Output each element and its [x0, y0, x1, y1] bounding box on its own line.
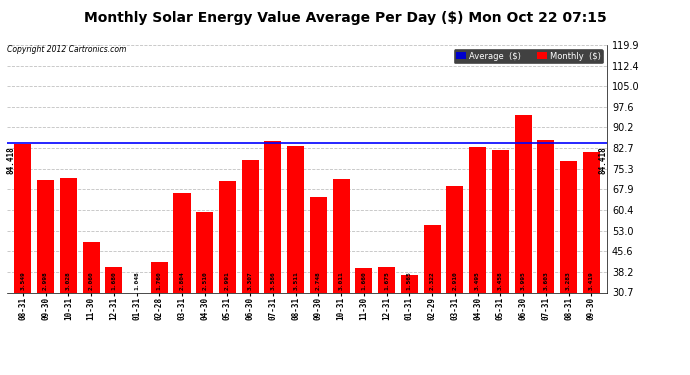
Bar [401, 274, 418, 292]
Text: 3.603: 3.603 [543, 271, 549, 290]
Bar [560, 161, 577, 292]
Bar [219, 181, 236, 292]
Text: 1.048: 1.048 [134, 271, 139, 290]
Bar [83, 242, 99, 292]
Bar [469, 147, 486, 292]
Bar [150, 262, 168, 292]
Bar [37, 180, 54, 292]
Text: 3.495: 3.495 [475, 271, 480, 290]
Bar [378, 267, 395, 292]
Bar [128, 292, 145, 309]
Text: 3.586: 3.586 [270, 271, 275, 290]
Text: Monthly Solar Energy Value Average Per Day ($) Mon Oct 22 07:15: Monthly Solar Energy Value Average Per D… [83, 11, 607, 25]
Bar [310, 196, 327, 292]
Text: 2.060: 2.060 [88, 271, 94, 290]
Text: 2.998: 2.998 [43, 271, 48, 290]
Text: 84.418: 84.418 [598, 146, 607, 174]
Bar [196, 212, 213, 292]
Text: 2.322: 2.322 [430, 271, 435, 290]
Text: 3.011: 3.011 [339, 271, 344, 290]
Bar [538, 140, 554, 292]
Bar [515, 114, 531, 292]
Bar [60, 178, 77, 292]
Text: 3.419: 3.419 [589, 271, 594, 290]
Text: 3.458: 3.458 [497, 271, 503, 290]
Text: 1.680: 1.680 [111, 271, 117, 290]
Text: 3.511: 3.511 [293, 271, 298, 290]
Text: 2.804: 2.804 [179, 271, 184, 290]
Text: 1.760: 1.760 [157, 271, 161, 290]
Text: 1.675: 1.675 [384, 271, 389, 290]
Text: 3.995: 3.995 [520, 271, 526, 290]
Bar [424, 225, 441, 292]
Bar [333, 179, 350, 292]
Bar [492, 150, 509, 292]
Bar [173, 193, 190, 292]
Bar [287, 146, 304, 292]
Text: 1.660: 1.660 [362, 271, 366, 290]
Text: Copyright 2012 Cartronics.com: Copyright 2012 Cartronics.com [7, 45, 126, 54]
Text: 3.307: 3.307 [248, 271, 253, 290]
Text: 2.910: 2.910 [453, 271, 457, 290]
Text: 2.748: 2.748 [316, 271, 321, 290]
Bar [14, 144, 31, 292]
Bar [583, 152, 600, 292]
Bar [106, 267, 122, 292]
Text: 3.028: 3.028 [66, 271, 71, 290]
Bar [241, 160, 259, 292]
Text: 2.991: 2.991 [225, 271, 230, 290]
Bar [264, 141, 282, 292]
Legend: Average  ($), Monthly  ($): Average ($), Monthly ($) [453, 49, 603, 63]
Text: 3.549: 3.549 [20, 271, 26, 290]
Bar [446, 186, 464, 292]
Text: 1.565: 1.565 [407, 271, 412, 290]
Text: 84.418: 84.418 [7, 146, 16, 174]
Bar [355, 268, 373, 292]
Text: 3.283: 3.283 [566, 271, 571, 290]
Text: 2.510: 2.510 [202, 271, 207, 290]
